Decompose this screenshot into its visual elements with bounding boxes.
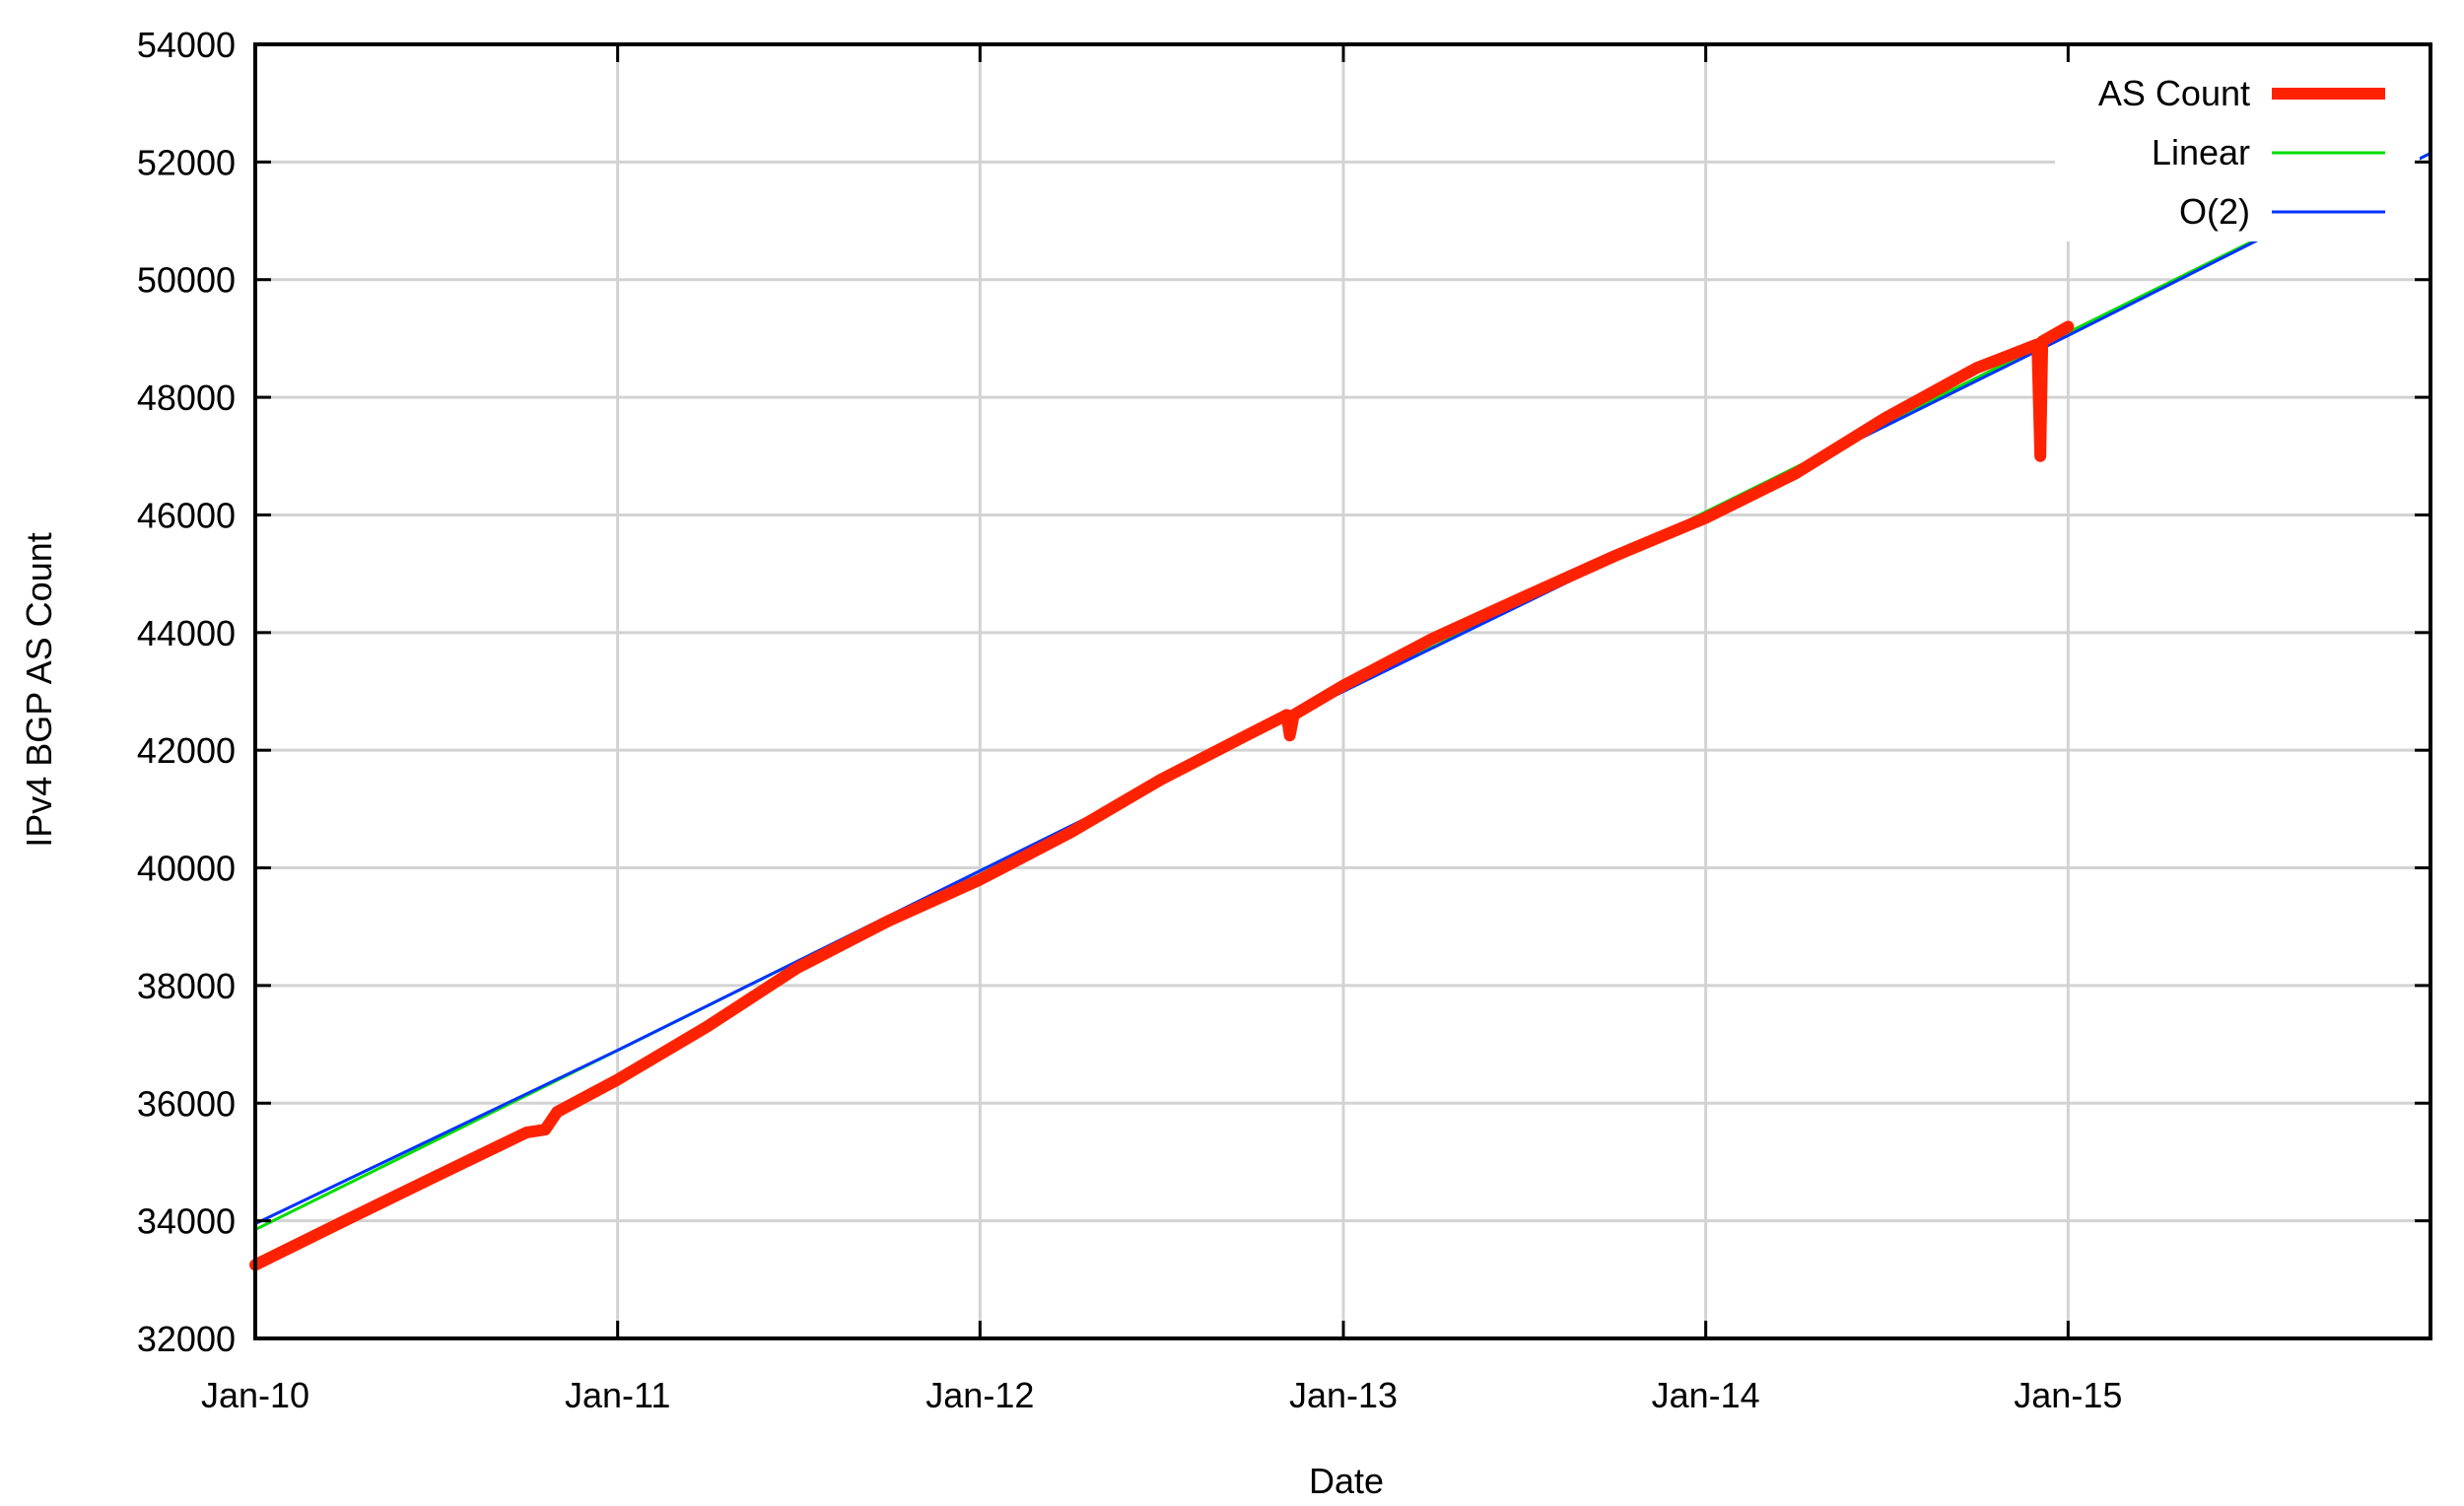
y-tick-label: 42000	[137, 730, 236, 771]
y-tick-label: 50000	[137, 260, 236, 301]
x-tick-label: Jan-12	[925, 1375, 1034, 1415]
x-tick-label: Jan-13	[1289, 1375, 1398, 1415]
plot-frame	[253, 42, 2432, 1340]
legend-label-linear: Linear	[2152, 132, 2250, 172]
y-tick-label: 36000	[137, 1083, 236, 1124]
y-tick-label: 38000	[137, 966, 236, 1006]
y-tick-label: 52000	[137, 142, 236, 182]
y-tick-label: 32000	[137, 1319, 236, 1359]
series-line-as-count	[249, 320, 2075, 1271]
series-layer	[249, 151, 2432, 1271]
x-tick-label: Jan-10	[201, 1375, 309, 1415]
y-tick-label: 46000	[137, 495, 236, 535]
y-tick-label: 44000	[137, 613, 236, 653]
axes: 32000 34000 36000 38000 40000 42000 44000 46000…	[137, 25, 2432, 1415]
y-tick-label: 48000	[137, 377, 236, 418]
x-axis-label: Date	[1309, 1461, 1384, 1501]
x-tick-label: Jan-14	[1652, 1375, 1760, 1415]
legend-label-as-count: AS Count	[2098, 73, 2250, 113]
y-tick-label: 54000	[137, 25, 236, 65]
x-tick-label: Jan-11	[565, 1375, 670, 1415]
y-axis-label: IPv4 BGP AS Count	[19, 532, 59, 848]
y-tick-label: 34000	[137, 1201, 236, 1242]
legend-label-o-2: O(2)	[2179, 191, 2250, 232]
y-tick-label: 40000	[137, 849, 236, 889]
x-tick-label: Jan-15	[2014, 1375, 2122, 1415]
legend: AS Count Linear O(2)	[2098, 73, 2385, 232]
